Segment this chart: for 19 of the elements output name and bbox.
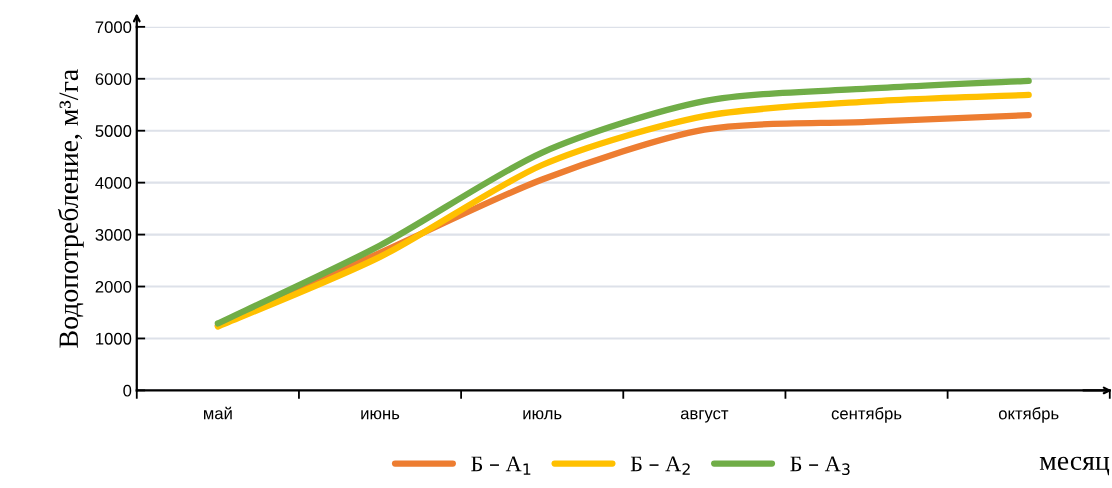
x-tick-label: август: [680, 410, 729, 423]
legend-label: Б – А$_{2}$: [630, 456, 690, 475]
y-tick-label: 0: [123, 384, 132, 397]
y-tick-label: 3000: [95, 228, 132, 241]
x-tick-label: июнь: [361, 410, 400, 420]
legend-label: Б – А$_{3}$: [790, 456, 850, 476]
y-tick-label: 7000: [95, 21, 132, 34]
x-tick-label: май: [204, 406, 232, 420]
x-tick-label: октябрь: [998, 407, 1059, 423]
x-axis-title: месяц: [1039, 456, 1110, 476]
x-tick-label: сентябрь: [831, 407, 902, 423]
y-tick-label: 4000: [95, 177, 132, 189]
y-tick-label: 1000: [96, 332, 132, 345]
y-tick-label: 5000: [95, 125, 132, 137]
legend-label: Б – А$_{1}$: [471, 456, 531, 475]
y-tick-label: 2000: [95, 280, 132, 293]
y-tick-label: 6000: [95, 73, 132, 85]
x-tick-label: июль: [523, 410, 562, 420]
y-axis-title: Водопотребление, м³/га: [57, 69, 84, 348]
